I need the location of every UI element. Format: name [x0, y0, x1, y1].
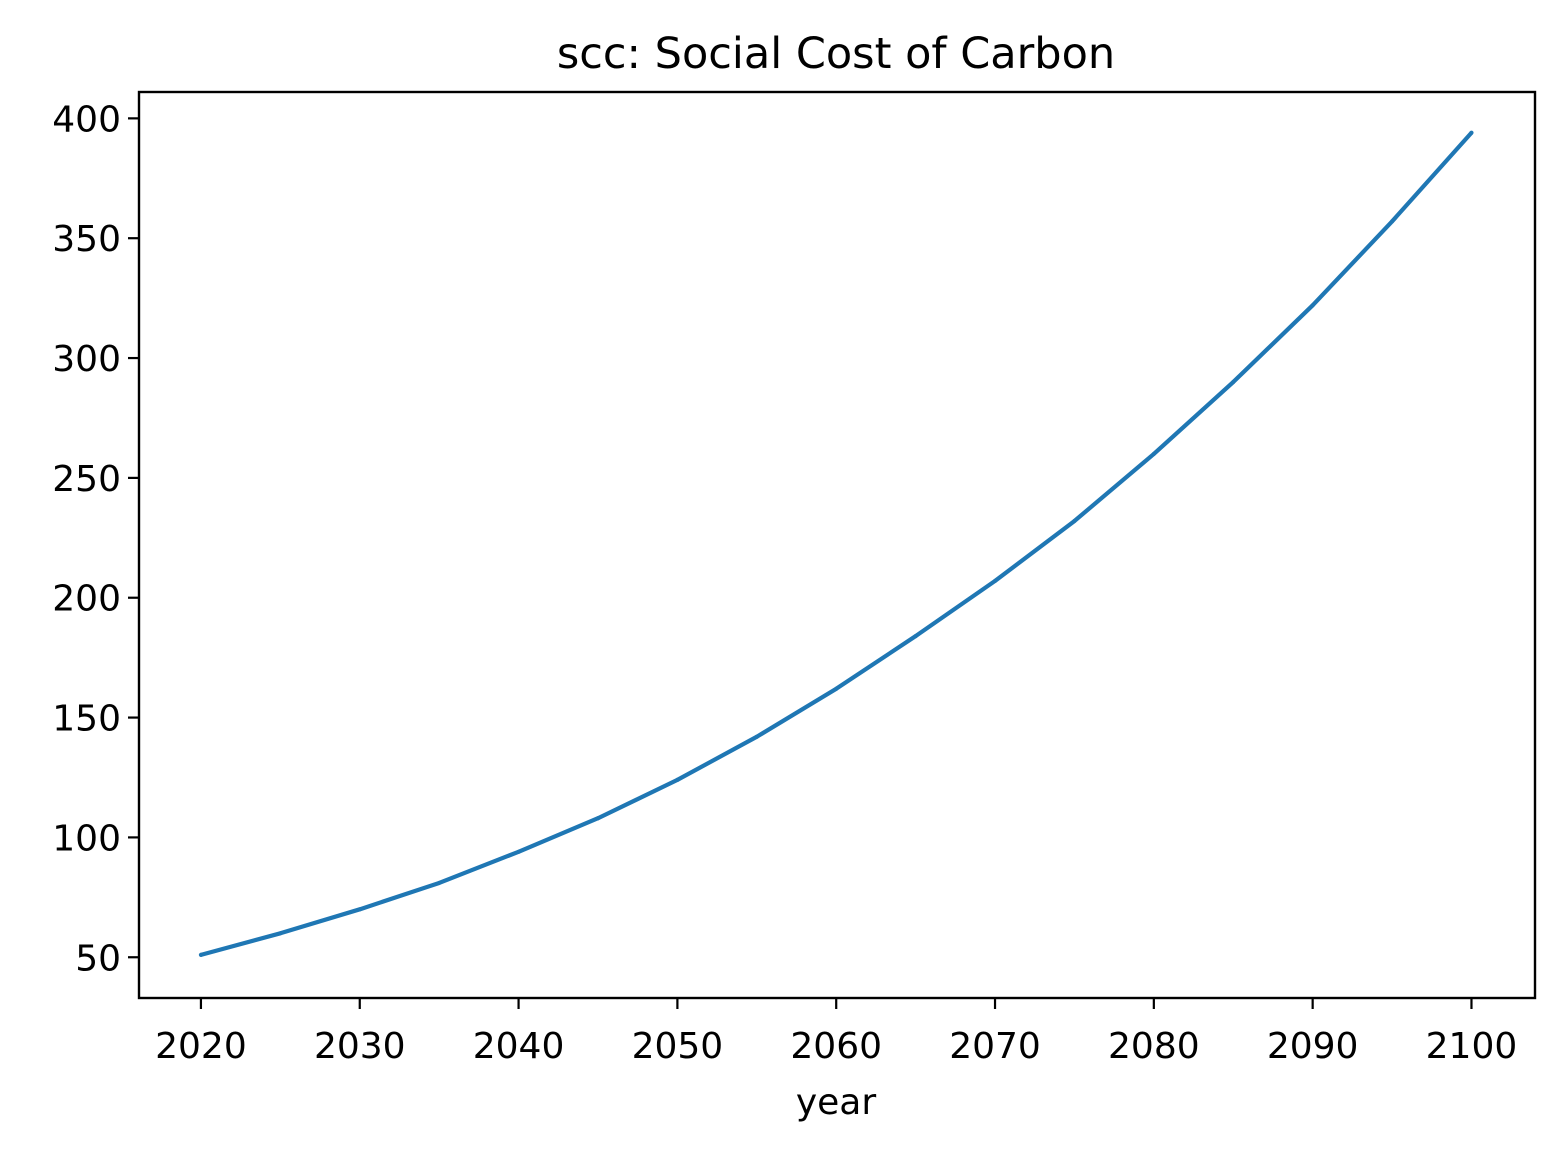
y-tick-label: 400	[52, 99, 121, 140]
data-point	[516, 849, 521, 854]
y-tick-label: 150	[52, 699, 121, 740]
y-tick-label: 100	[52, 818, 121, 859]
data-point	[754, 734, 759, 739]
x-axis-label: year	[796, 1082, 877, 1123]
chart-title: scc: Social Cost of Carbon	[557, 29, 1115, 79]
data-point	[1310, 303, 1315, 308]
data-point	[595, 816, 601, 821]
data-point	[278, 931, 283, 936]
data-point	[1231, 379, 1236, 385]
series-layer	[198, 130, 1474, 957]
y-tick-label: 50	[75, 938, 121, 979]
data-point	[992, 578, 998, 584]
y-tick-label: 200	[52, 579, 121, 620]
data-point	[1151, 451, 1156, 457]
data-point	[1389, 219, 1395, 224]
x-tick-label: 2020	[155, 1026, 247, 1067]
data-point	[913, 633, 918, 639]
y-axis: 50 100 150 200 250 300 350 400	[52, 99, 139, 979]
y-tick-label: 350	[52, 219, 121, 260]
x-axis: 2020 2030 2040 2050 2060 2070 2080 2090 2100	[155, 998, 1517, 1067]
data-point	[834, 686, 839, 691]
x-tick-label: 2040	[473, 1026, 565, 1067]
data-point	[437, 880, 442, 886]
x-tick-label: 2050	[632, 1026, 724, 1067]
data-point	[357, 907, 362, 912]
data-point	[1072, 518, 1077, 524]
x-tick-label: 2100	[1426, 1026, 1518, 1067]
data-point	[198, 952, 204, 957]
x-tick-label: 2060	[790, 1026, 882, 1067]
x-tick-label: 2070	[949, 1026, 1041, 1067]
x-tick-label: 2090	[1267, 1026, 1359, 1067]
y-tick-label: 300	[52, 339, 121, 380]
data-point	[675, 777, 680, 782]
x-tick-label: 2030	[314, 1026, 406, 1067]
x-tick-label: 2080	[1108, 1026, 1200, 1067]
data-point	[1469, 130, 1474, 135]
y-tick-label: 250	[52, 459, 121, 500]
